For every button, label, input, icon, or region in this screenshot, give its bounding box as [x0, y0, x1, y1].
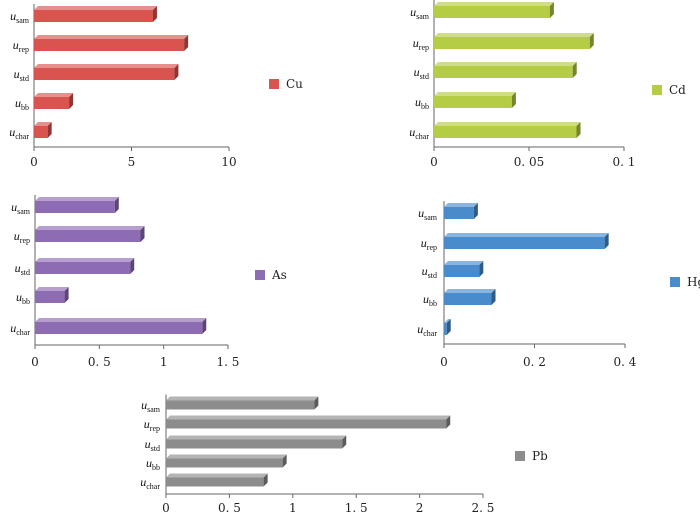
category-label: ubb — [415, 95, 429, 111]
bar-pb-char — [166, 473, 268, 487]
bar-cd-sam — [434, 2, 554, 18]
category-label: usam — [141, 398, 161, 414]
category-label: uchar — [9, 125, 29, 141]
category-label: uchar — [417, 322, 437, 338]
category-label: ustd — [414, 65, 429, 81]
x-tick-label: 0. 5 — [218, 501, 241, 514]
bar-cu-sam — [34, 6, 157, 22]
x-tick-label: 0. 4 — [614, 355, 637, 369]
x-tick-label: 0. 5 — [88, 355, 111, 369]
bar-as-bb — [35, 287, 69, 303]
bar-cd-std — [434, 62, 577, 78]
x-tick-label: 0 — [430, 155, 438, 169]
x-tick-label: 0 — [31, 355, 39, 369]
category-label: uchar — [10, 321, 30, 337]
category-label: ustd — [422, 264, 437, 280]
bar-cu-bb — [34, 93, 74, 109]
bar-hg-sam — [444, 203, 478, 219]
category-label: uchar — [140, 475, 160, 491]
bar-as-rep — [35, 226, 145, 242]
x-tick-label: 2. 5 — [472, 501, 495, 514]
x-tick-label: 0. 2 — [523, 355, 546, 369]
bar-cu-char — [34, 122, 52, 138]
bar-cd-char — [434, 122, 581, 138]
bar-hg-std — [444, 261, 484, 277]
category-label: urep — [421, 236, 437, 252]
bar-cd-rep — [434, 33, 594, 49]
category-label: ubb — [146, 456, 160, 472]
bar-pb-sam — [166, 396, 319, 410]
x-tick-label: 0. 05 — [514, 155, 545, 169]
category-label: urep — [144, 417, 160, 433]
legend-label: Hg — [687, 275, 700, 289]
legend-swatch — [255, 270, 265, 280]
category-label: ustd — [145, 437, 160, 453]
category-label: uchar — [409, 125, 429, 141]
bar-hg-rep — [444, 233, 609, 249]
bar-pb-std — [166, 435, 347, 449]
category-label: ustd — [15, 261, 30, 277]
legend-label: Cu — [286, 77, 303, 91]
category-label: ustd — [14, 67, 29, 83]
bar-as-std — [35, 258, 135, 274]
x-tick-label: 0 — [162, 501, 170, 514]
legend-as: As — [255, 268, 287, 282]
legend-swatch — [670, 277, 680, 287]
x-tick-label: 1 — [289, 501, 297, 514]
category-label: usam — [410, 5, 430, 21]
category-label: ubb — [16, 290, 30, 306]
x-tick-label: 2 — [416, 501, 424, 514]
chart-cu: 0 5 10 uchar ubb ustd urep usam Cu — [9, 4, 303, 169]
legend-swatch — [269, 79, 279, 89]
category-label: usam — [11, 200, 31, 216]
legend-label: Cd — [669, 83, 686, 97]
category-label: ubb — [15, 96, 29, 112]
bar-as-char — [35, 318, 207, 334]
bar-cd-bb — [434, 92, 516, 108]
legend-pb: Pb — [515, 449, 548, 463]
bar-pb-bb — [166, 454, 287, 468]
chart-as: 0 0. 5 1 1. 5 uchar ubb ustd urep usam As — [10, 195, 287, 369]
legend-hg: Hg — [670, 275, 700, 289]
x-tick-label: 5 — [128, 155, 136, 169]
bar-pb-rep — [166, 415, 451, 429]
category-label: urep — [413, 36, 429, 52]
category-label: urep — [13, 38, 29, 54]
bar-cu-std — [34, 64, 179, 80]
legend-label: Pb — [532, 449, 548, 463]
x-tick-label: 10 — [221, 155, 236, 169]
category-label: usam — [418, 206, 438, 222]
x-tick-label: 1 — [160, 355, 168, 369]
x-tick-label: 0 — [30, 155, 38, 169]
bar-as-sam — [35, 197, 119, 213]
category-label: urep — [14, 229, 30, 245]
legend-swatch — [515, 451, 525, 461]
legend-cd: Cd — [652, 83, 686, 97]
x-tick-label: 1. 5 — [217, 355, 240, 369]
x-tick-label: 0 — [440, 355, 448, 369]
bar-hg-char — [444, 319, 451, 335]
x-tick-label: 0. 1 — [613, 155, 636, 169]
chart-cd: 0 0. 05 0. 1 uchar ubb ustd urep usam Cd — [409, 0, 686, 169]
chart-hg: 0 0. 2 0. 4 uchar ubb ustd urep usam Hg — [417, 201, 700, 369]
category-label: usam — [10, 9, 30, 25]
bar-hg-bb — [444, 289, 496, 305]
chart-pb: 0 0. 5 1 1. 5 2 2. 5 uchar ubb ustd urep usam Pb — [140, 394, 548, 514]
legend-label: As — [271, 268, 287, 282]
bar-cu-rep — [34, 35, 189, 51]
legend-swatch — [652, 85, 662, 95]
legend-cu: Cu — [269, 77, 303, 91]
x-tick-label: 1. 5 — [345, 501, 368, 514]
category-label: ubb — [423, 292, 437, 308]
